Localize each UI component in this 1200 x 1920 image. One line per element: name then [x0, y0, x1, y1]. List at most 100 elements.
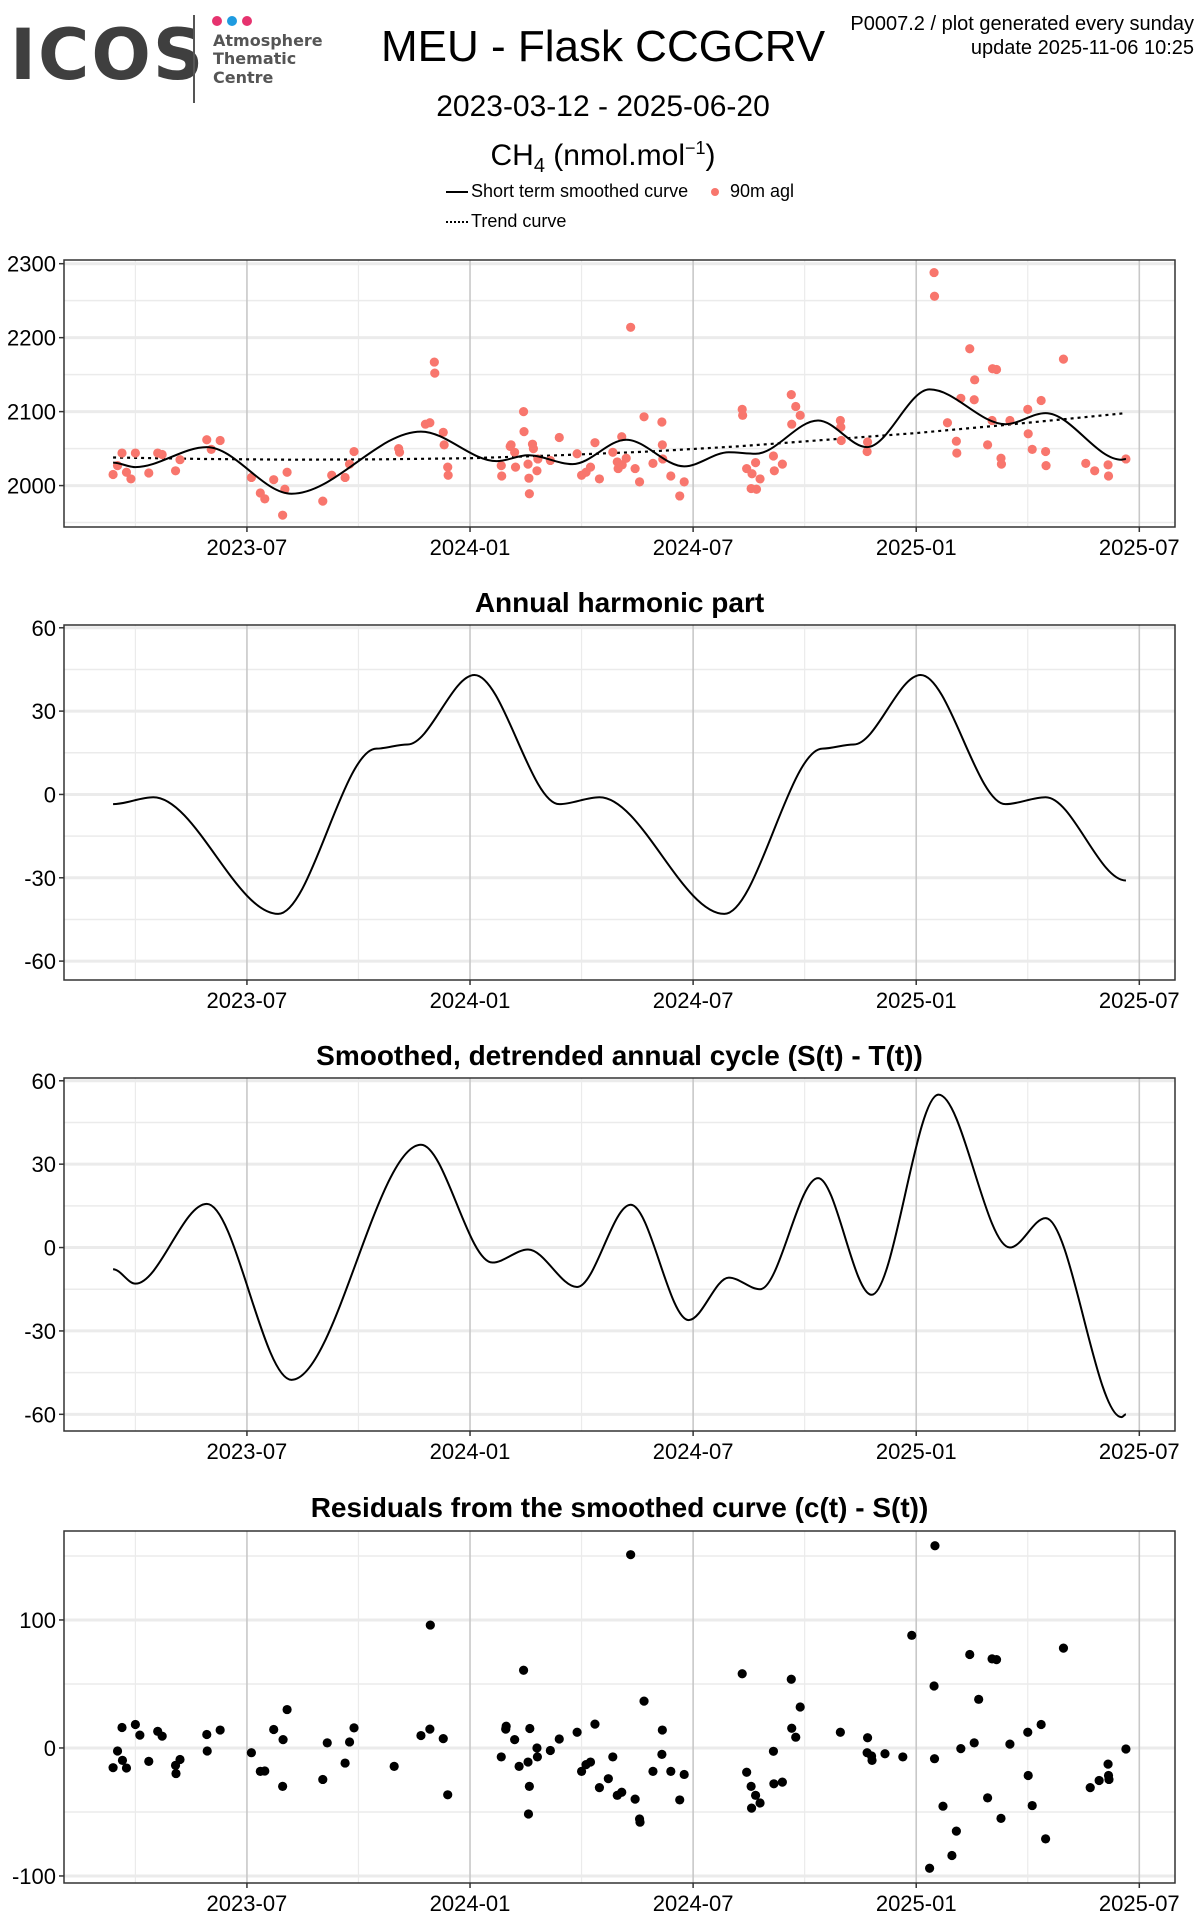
residual-point [523, 1809, 534, 1819]
data-point [787, 419, 797, 429]
panel-title: Residuals from the smoothed curve (c(t) … [311, 1492, 929, 1523]
residual-point [956, 1744, 966, 1754]
residual-point [969, 1738, 979, 1748]
data-point [965, 344, 975, 354]
data-point [969, 395, 979, 405]
residual-point [135, 1730, 145, 1740]
residual-point [389, 1761, 399, 1771]
data-point [768, 451, 779, 461]
x-tick-label: 2024-01 [430, 1439, 511, 1464]
x-tick-label: 2025-07 [1099, 988, 1180, 1013]
residual-point [278, 1781, 288, 1791]
data-point [1090, 466, 1100, 476]
y-tick-label: 60 [32, 616, 56, 641]
residual-point [1121, 1744, 1131, 1754]
y-tick-label: 2100 [7, 400, 56, 425]
data-point [430, 368, 440, 378]
x-tick-label: 2024-01 [430, 535, 511, 560]
data-point [260, 494, 270, 504]
y-tick-label: 30 [32, 699, 56, 724]
residual-point [215, 1725, 225, 1735]
residual-point [121, 1763, 132, 1773]
residual-point [626, 1550, 636, 1560]
data-point [648, 458, 658, 468]
data-point [836, 435, 846, 446]
residual-point [425, 1724, 435, 1734]
legend-smooth-label: Short term smoothed curve [471, 181, 689, 201]
page-title: MEU - Flask CCGCRV [380, 22, 826, 71]
residual-point [907, 1630, 917, 1640]
residual-point [898, 1752, 908, 1762]
data-point [929, 267, 939, 278]
residual-point [260, 1766, 270, 1776]
data-point [510, 462, 521, 472]
y-tick-label: 0 [44, 782, 56, 807]
legend-point-icon [711, 188, 719, 196]
x-tick-label: 2025-07 [1099, 1439, 1180, 1464]
plot-area [108, 267, 1131, 520]
data-point [751, 484, 762, 494]
residual-point [144, 1756, 154, 1766]
residual-point [930, 1541, 940, 1551]
logo-wordmark: ICOS [10, 14, 206, 96]
data-point [626, 322, 636, 332]
residual-point [269, 1724, 279, 1735]
residual-point [349, 1723, 359, 1733]
data-point [675, 491, 685, 501]
data-point [497, 471, 507, 481]
y-tick-label: 2300 [7, 252, 56, 277]
residual-point [202, 1746, 212, 1756]
residual-point [755, 1798, 765, 1808]
data-point [951, 436, 961, 446]
residual-point [171, 1768, 181, 1779]
panel-residuals: Residuals from the smoothed curve (c(t) … [12, 1492, 1180, 1916]
residual-point [974, 1694, 984, 1704]
residual-point [947, 1850, 957, 1861]
data-point [443, 462, 453, 472]
legend-dotted-line-icon [446, 221, 468, 223]
legend-points-label: 90m agl [730, 181, 795, 201]
data-point [394, 447, 405, 457]
logo-line: Thematic [213, 49, 297, 68]
residual-point [590, 1719, 600, 1729]
smoothed-curve [113, 388, 1126, 495]
plot-area [108, 1541, 1131, 1873]
data-point [202, 435, 212, 445]
residual-point [202, 1729, 212, 1740]
residual-point [924, 1863, 935, 1873]
y-tick-label: 100 [19, 1608, 56, 1633]
data-point [554, 432, 564, 443]
y-tick-label: 2000 [7, 474, 56, 499]
residual-point [425, 1620, 435, 1630]
residual-point [666, 1766, 676, 1776]
x-tick-label: 2024-07 [653, 535, 734, 560]
residual-point [791, 1732, 801, 1742]
panel-border [63, 1077, 1176, 1432]
data-point [862, 446, 872, 457]
y-tick-label: 30 [32, 1152, 56, 1177]
residual-point [880, 1749, 890, 1759]
residual-point [1023, 1770, 1033, 1781]
trend-curve [113, 412, 1127, 461]
y-tick-label: -30 [24, 1319, 56, 1344]
residual-point [648, 1766, 658, 1776]
residual-point [769, 1779, 779, 1789]
residual-point [585, 1757, 596, 1767]
logo-dot-icon [227, 16, 237, 26]
y-tick-label: -60 [24, 949, 56, 974]
data-point [750, 458, 761, 468]
data-point [506, 440, 516, 450]
data-point [528, 444, 538, 454]
data-point [215, 435, 225, 446]
residual-point [572, 1727, 582, 1737]
residual-point [514, 1761, 524, 1771]
data-point [970, 375, 980, 385]
residual-point [639, 1696, 649, 1706]
data-point [755, 474, 765, 484]
residual-point [443, 1790, 453, 1800]
residual-point [157, 1731, 167, 1741]
residual-point [630, 1794, 640, 1804]
residual-point [501, 1721, 511, 1731]
data-point [157, 449, 167, 460]
x-tick-label: 2024-07 [653, 1439, 734, 1464]
